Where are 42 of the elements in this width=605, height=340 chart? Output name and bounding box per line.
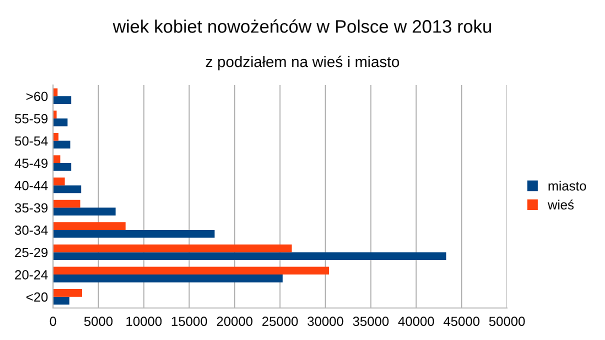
bar [53,178,65,186]
legend-label: miasto [548,180,586,191]
chart-subtitle: z podziałem na wieś i miasto [206,56,400,70]
x-tick-label: 40000 [398,316,434,326]
bar [53,252,446,260]
bar [53,222,126,230]
bar [53,200,80,208]
bar [53,163,72,171]
bar [53,289,82,297]
x-tick-label: 15000 [172,316,208,326]
y-tick-label: 50-54 [14,136,48,146]
x-tick-label: 35000 [352,316,389,326]
x-tick-label: 30000 [308,316,344,326]
y-tick-label: 45-49 [14,158,48,168]
x-tick-label: 20000 [216,316,252,326]
bar [53,140,70,149]
chart-title: wiek kobiet nowożeńców w Polsce w 2013 roku [112,19,491,33]
x-tick-label: 50000 [489,316,525,326]
x-tick-label: 0 [50,316,56,326]
bar [53,185,82,194]
bar [53,208,116,216]
bar [53,118,68,126]
y-tick-label: 55-59 [14,114,48,124]
legend-label: wieś [548,200,574,210]
y-tick-label: >60 [26,92,48,102]
bar [53,230,215,238]
bar [53,296,70,305]
y-tick-label: 20-24 [15,270,48,280]
x-tick-label: 5000 [84,316,113,326]
bar [53,266,330,275]
x-tick-label: 45000 [444,316,480,326]
bar [53,274,283,282]
bar [53,244,292,252]
y-tick-label: 25-29 [15,248,48,258]
x-tick-label: 25000 [262,316,298,326]
x-tick-label: 10000 [126,316,162,326]
y-tick-label: 30-34 [14,226,48,235]
bar [53,155,60,164]
y-tick-label: <20 [26,292,48,302]
y-tick-label: 40-44 [14,180,48,190]
y-tick-label: 35-39 [14,203,48,213]
bar [53,96,72,104]
